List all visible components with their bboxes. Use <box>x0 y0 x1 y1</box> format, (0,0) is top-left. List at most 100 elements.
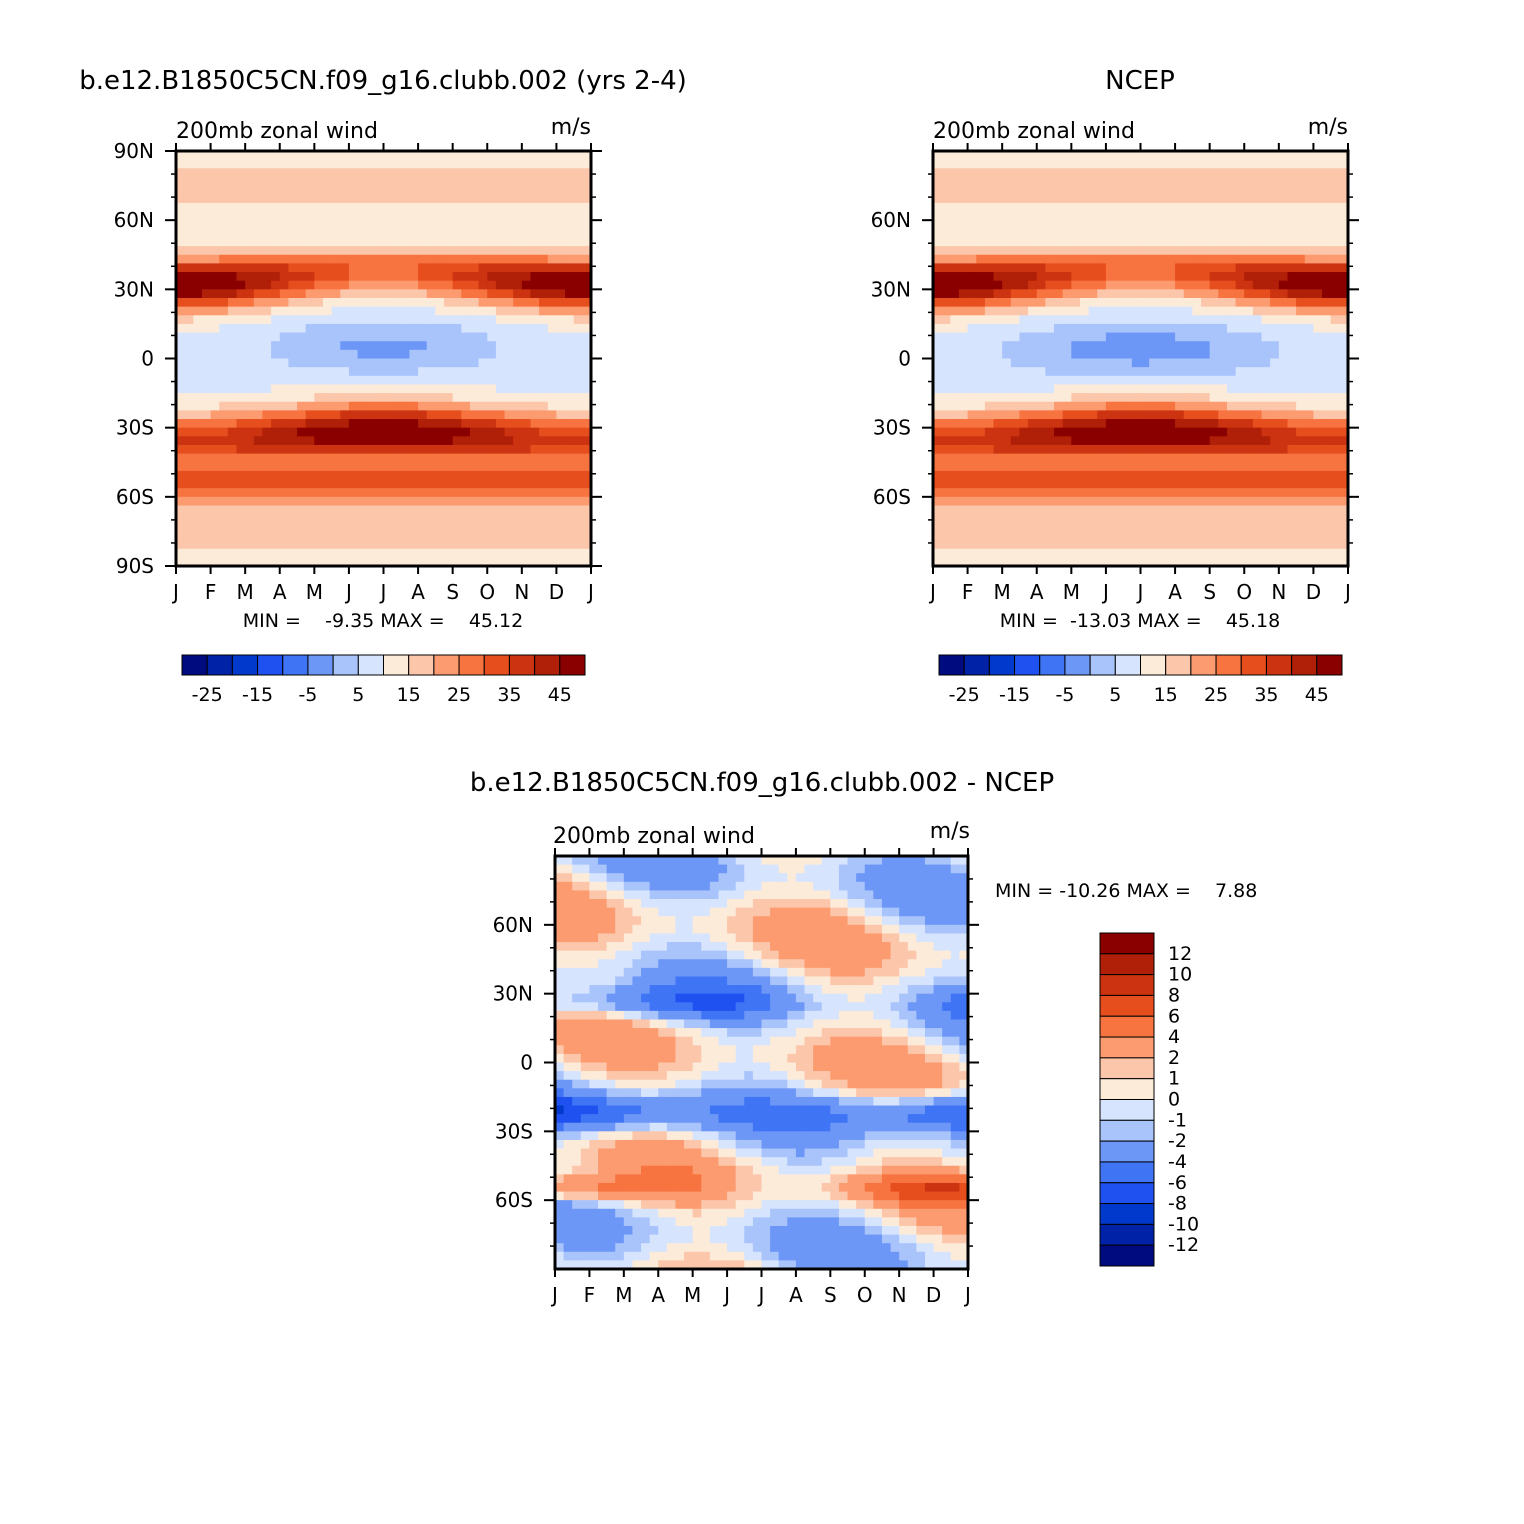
contour-cell <box>582 315 591 325</box>
contour-cell <box>941 488 951 498</box>
contour-cell <box>1010 280 1021 290</box>
contour-cell <box>555 1165 565 1175</box>
contour-cell <box>1140 358 1150 368</box>
contour-cell <box>958 488 969 498</box>
contour-cell <box>392 479 402 489</box>
contour-cell <box>201 159 212 169</box>
contour-cell <box>958 220 969 230</box>
contour-cell <box>573 401 583 411</box>
contour-cell <box>245 280 255 290</box>
contour-cell <box>262 548 272 558</box>
contour-cell <box>1304 211 1315 221</box>
contour-cell <box>565 159 575 169</box>
contour-cell <box>314 453 324 463</box>
contour-cell <box>1322 237 1332 247</box>
contour-cell <box>1296 488 1306 498</box>
contour-cell <box>1244 349 1254 360</box>
contour-cell <box>976 323 986 334</box>
contour-cell <box>271 358 281 368</box>
contour-cell <box>1123 202 1133 213</box>
contour-cell <box>1201 557 1211 566</box>
contour-cell <box>984 522 995 533</box>
contour-cell <box>1123 306 1133 316</box>
contour-cell <box>297 436 307 446</box>
contour-cell <box>1296 514 1306 524</box>
contour-cell <box>556 522 566 533</box>
contour-cell <box>279 151 289 161</box>
contour-cell <box>1192 496 1202 507</box>
contour-cell <box>478 548 488 558</box>
contour-cell <box>1209 272 1219 282</box>
contour-cell <box>1036 332 1046 342</box>
y-tick-label: 60N <box>871 208 911 232</box>
contour-cell <box>1140 496 1150 507</box>
contour-cell <box>357 194 367 204</box>
contour-cell <box>193 159 203 169</box>
contour-cell <box>1045 349 1055 360</box>
contour-cell <box>193 375 203 386</box>
contour-cell <box>1114 168 1124 178</box>
contour-cell <box>279 462 289 472</box>
contour-cell <box>340 496 350 507</box>
contour-cell <box>461 323 471 334</box>
contour-cell <box>1261 401 1271 411</box>
contour-cell <box>513 453 523 463</box>
contour-cell <box>967 540 977 550</box>
contour-cell <box>1054 496 1064 507</box>
contour-cell <box>555 881 565 892</box>
contour-cell <box>495 220 506 230</box>
contour-cell <box>469 358 480 368</box>
contour-cell <box>1131 228 1142 239</box>
contour-cell <box>967 289 977 299</box>
contour-cell <box>1088 246 1098 256</box>
contour-cell <box>1097 306 1107 316</box>
contour-cell <box>176 228 186 239</box>
contour-cell <box>219 315 229 325</box>
contour-cell <box>340 548 350 558</box>
contour-cell <box>495 228 506 239</box>
contour-cell <box>504 436 514 446</box>
contour-cell <box>555 1260 565 1269</box>
contour-cell <box>461 228 471 239</box>
contour-cell <box>950 548 960 558</box>
contour-cell <box>444 280 454 290</box>
contour-cell <box>444 220 454 230</box>
contour-cell <box>1175 488 1185 498</box>
contour-cell <box>297 531 307 541</box>
contour-cell <box>1010 479 1021 489</box>
contour-cell <box>279 419 289 429</box>
contour-cell <box>1131 384 1142 394</box>
contour-cell <box>262 557 272 566</box>
contour-cell <box>1054 349 1064 360</box>
contour-cell <box>305 505 315 515</box>
contour-cell <box>539 462 549 472</box>
contour-cell <box>1071 427 1081 437</box>
contour-cell <box>1339 522 1348 533</box>
contour-cell <box>539 228 549 239</box>
contour-cell <box>556 514 566 524</box>
contour-cell <box>504 401 514 411</box>
contour-cell <box>348 168 359 178</box>
contour-cell <box>1071 540 1081 550</box>
colorbar-swatch <box>508 654 536 676</box>
contour-cell <box>418 557 428 566</box>
contour-cell <box>1261 479 1271 489</box>
contour-cell <box>967 228 977 239</box>
contour-cell <box>1296 323 1306 334</box>
contour-cell <box>573 470 583 481</box>
contour-cell <box>1244 254 1254 264</box>
contour-cell <box>219 159 229 169</box>
contour-cell <box>461 384 471 394</box>
contour-cell <box>478 220 488 230</box>
contour-cell <box>1226 462 1237 472</box>
contour-cell <box>1235 479 1245 489</box>
contour-cell <box>1226 280 1237 290</box>
contour-cell <box>1278 349 1289 360</box>
contour-cell <box>392 393 402 403</box>
contour-cell <box>1097 444 1107 455</box>
contour-cell <box>297 263 307 273</box>
contour-cell <box>1201 349 1211 360</box>
contour-cell <box>262 176 272 187</box>
contour-cell <box>941 540 951 550</box>
contour-cell <box>426 315 436 325</box>
